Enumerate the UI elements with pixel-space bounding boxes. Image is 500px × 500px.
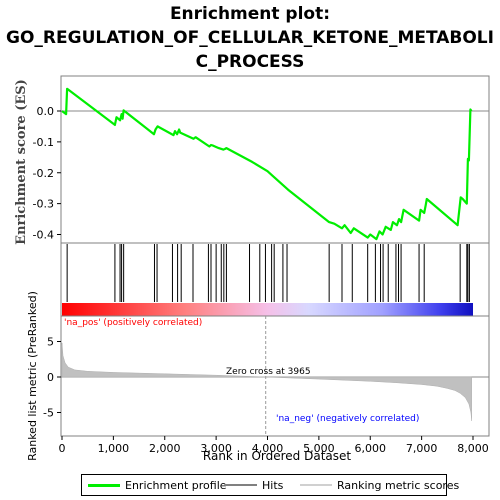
es-y-tick-label: -0.4 [33,229,54,242]
rank-color-bar [62,303,473,316]
metric-y-axis: 5 0 -5 [43,336,61,420]
ranking-metric-area [61,342,472,422]
es-y-tick-label: -0.2 [33,167,54,180]
legend-green-line-icon [88,483,120,487]
chart-title-line-1: Enrichment plot: [169,4,331,24]
metric-y-axis-title: Ranked list metric (PreRanked) [26,291,39,461]
chart-title-line-2: GO_REGULATION_OF_CELLULAR_KETONE_METABOL… [6,28,494,48]
legend-metric-line-icon [300,484,332,486]
pos-correlated-label: 'na_pos' (positively correlated) [64,318,202,328]
legend-enrichment-profile-label: Enrichment profile [125,478,227,492]
es-y-axis: 0.0 -0.1 -0.2 -0.3 -0.4 [33,105,61,242]
metric-y-tick-label: 5 [47,336,54,349]
metric-x-tick-label: 7,000 [406,442,438,455]
metric-x-axis-title: Rank in Ordered Dataset [203,449,351,463]
metric-y-tick-label: -5 [43,407,54,420]
legend-enrichment-profile: Enrichment profile [88,475,227,495]
legend: Enrichment profile Hits Ranking metric s… [81,474,459,496]
hits-strip [66,244,470,302]
metric-x-tick-label: 2,000 [149,442,181,455]
legend-ranking-metric-label: Ranking metric scores [337,478,460,492]
legend-hits: Hits [225,475,283,495]
chart-title-line-3: C_PROCESS [195,52,305,72]
metric-x-tick-label: 4,000 [252,442,284,455]
metric-x-tick-label: 5,000 [303,442,335,455]
legend-ranking-metric: Ranking metric scores [300,475,459,495]
es-y-tick-label: -0.3 [33,198,54,211]
legend-hits-line-icon [225,484,257,486]
neg-correlated-label: 'na_neg' (negatively correlated) [276,414,419,424]
chart-title: Enrichment plot: GO_REGULATION_OF_CELLUL… [0,2,500,74]
metric-y-tick-label: 0 [47,371,54,384]
legend-hits-label: Hits [262,478,284,492]
zero-cross-label: Zero cross at 3965 [226,367,311,377]
metric-x-axis: 0 1,000 2,000 3,000 4,000 5,000 6,000 7,000 8,00… [59,436,489,455]
metric-x-tick-label: 8,000 [457,442,489,455]
metric-x-tick-label: 6,000 [355,442,387,455]
es-plot-frame [60,75,490,244]
es-y-tick-label: 0.0 [37,105,55,118]
metric-x-tick-label: 3,000 [200,442,232,455]
enrichment-profile-line [61,87,473,241]
es-y-tick-label: -0.1 [33,136,54,149]
es-y-axis-title: Enrichment score (ES) [14,79,29,245]
metric-x-tick-label: 1,000 [98,442,130,455]
metric-x-tick-label: 0 [59,442,66,455]
